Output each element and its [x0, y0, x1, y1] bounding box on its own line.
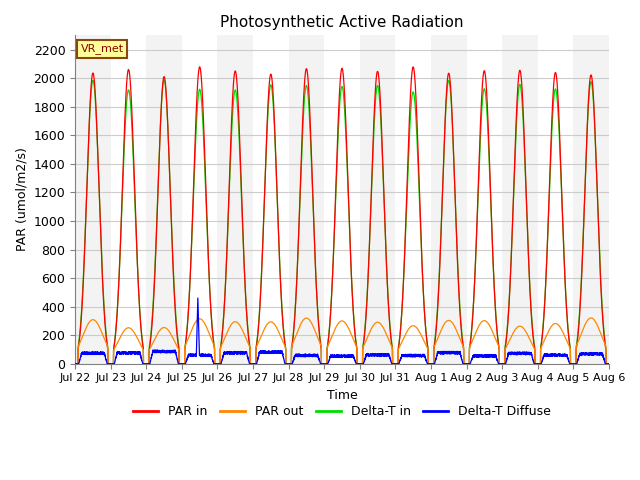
Legend: PAR in, PAR out, Delta-T in, Delta-T Diffuse: PAR in, PAR out, Delta-T in, Delta-T Dif…: [128, 400, 556, 423]
Bar: [502, 36, 538, 364]
Bar: [147, 36, 182, 364]
Bar: [431, 36, 467, 364]
Title: Photosynthetic Active Radiation: Photosynthetic Active Radiation: [220, 15, 464, 30]
Y-axis label: PAR (umol/m2/s): PAR (umol/m2/s): [15, 147, 28, 252]
X-axis label: Time: Time: [326, 389, 357, 402]
Bar: [289, 36, 324, 364]
Bar: [218, 36, 253, 364]
Bar: [573, 36, 609, 364]
Text: VR_met: VR_met: [81, 44, 124, 54]
Bar: [360, 36, 396, 364]
Bar: [75, 36, 111, 364]
